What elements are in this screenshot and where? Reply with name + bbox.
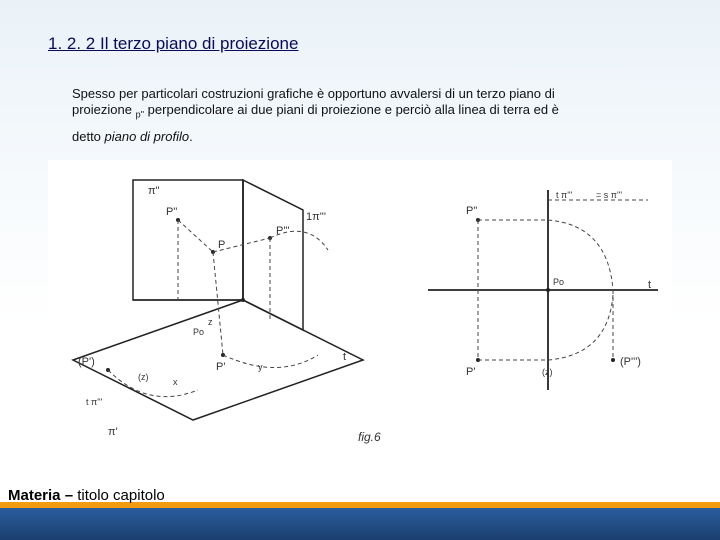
lbl-P2: P" bbox=[166, 206, 177, 218]
rlbl-P1: P' bbox=[466, 366, 475, 378]
para-line2c: . bbox=[189, 129, 193, 144]
rlbl-P2: P" bbox=[466, 205, 477, 217]
rlbl-tpi3: t π''' bbox=[556, 190, 573, 200]
footer-bold: Materia – bbox=[8, 487, 77, 504]
rlbl-sp3: = s π''' bbox=[596, 190, 622, 200]
lbl-Pz: (P') bbox=[78, 356, 95, 368]
para-line1b: proiezione bbox=[72, 102, 136, 117]
rlbl-t: t bbox=[648, 279, 651, 291]
figure-area: π" 1π''' P" P''' P P' (P') (z) Po z x y … bbox=[48, 160, 672, 460]
lbl-x: x bbox=[173, 377, 178, 387]
lbl-zsym: (z) bbox=[138, 372, 149, 382]
para-line2a: detto bbox=[72, 129, 105, 144]
lbl-pi1: π' bbox=[108, 426, 118, 438]
footer-rest: titolo capitolo bbox=[77, 487, 165, 504]
section-heading: 1. 2. 2 Il terzo piano di proiezione bbox=[48, 34, 298, 54]
slide: 1. 2. 2 Il terzo piano di proiezione Spe… bbox=[0, 0, 720, 540]
para-line1a: Spesso per particolari costruzioni grafi… bbox=[72, 86, 555, 101]
rlbl-z: (z) bbox=[542, 367, 553, 377]
footer: Materia – titolo capitolo bbox=[0, 494, 720, 540]
footer-band bbox=[0, 508, 720, 540]
piano-di-profilo: piano di profilo bbox=[105, 129, 190, 144]
lbl-y: y bbox=[258, 362, 263, 372]
lbl-Po: Po bbox=[193, 327, 204, 337]
lbl-pi2: π" bbox=[148, 185, 160, 197]
lbl-z: z bbox=[208, 317, 213, 327]
lbl-P3: P''' bbox=[276, 225, 290, 237]
lbl-1pi3: 1π''' bbox=[306, 211, 326, 223]
left-diagram: π" 1π''' P" P''' P P' (P') (z) Po z x y … bbox=[73, 180, 363, 438]
lbl-tpi3: t π''' bbox=[86, 397, 103, 407]
p-double-prime: p'' bbox=[136, 110, 144, 120]
figure-caption: fig.6 bbox=[358, 430, 381, 444]
figure-svg: π" 1π''' P" P''' P P' (P') (z) Po z x y … bbox=[48, 160, 672, 460]
lbl-t: t bbox=[343, 351, 346, 363]
right-diagram: P" t π''' = s π''' Po t P' (z) (P''') bbox=[428, 190, 658, 390]
lbl-P1: P' bbox=[216, 361, 225, 373]
footer-text: Materia – titolo capitolo bbox=[8, 487, 165, 504]
rlbl-Po: Po bbox=[553, 277, 564, 287]
body-paragraph: Spesso per particolari costruzioni grafi… bbox=[72, 86, 680, 145]
lbl-P: P bbox=[218, 239, 225, 251]
para-line1c: perpendicolare ai due piani di proiezion… bbox=[144, 102, 559, 117]
rlbl-P3: (P''') bbox=[620, 356, 641, 368]
